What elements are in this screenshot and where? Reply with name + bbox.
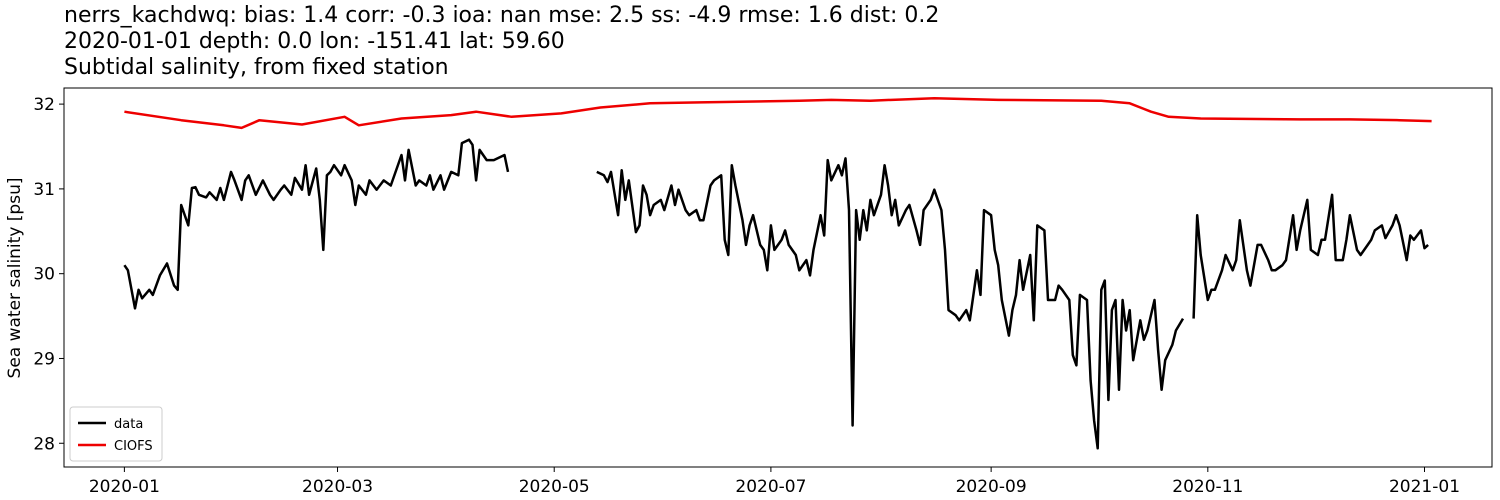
y-tick-label: 31 xyxy=(33,180,55,200)
x-tick-label: 2021-01 xyxy=(1389,477,1460,497)
series-line xyxy=(123,138,1429,450)
plot-frame xyxy=(63,87,1493,468)
chart-title: 2020-01-01 depth: 0.0 lon: -151.41 lat: … xyxy=(64,29,565,54)
y-axis-label: Sea water salinity [psu] xyxy=(5,178,25,379)
x-tick-label: 2020-03 xyxy=(302,477,373,497)
x-tick-label: 2020-07 xyxy=(735,477,806,497)
series-line xyxy=(124,96,1432,130)
y-tick-label: 29 xyxy=(33,349,55,369)
chart-title: nerrs_kachdwq: bias: 1.4 corr: -0.3 ioa:… xyxy=(64,3,939,28)
chart-title: Subtidal salinity, from fixed station xyxy=(64,55,449,80)
y-tick-label: 30 xyxy=(33,265,55,285)
legend-label: CIOFS xyxy=(114,439,153,454)
y-tick-label: 28 xyxy=(33,434,55,454)
x-tick-label: 2020-05 xyxy=(519,477,590,497)
legend-box xyxy=(69,406,163,462)
x-tick-label: 2020-09 xyxy=(956,477,1027,497)
x-tick-label: 2020-01 xyxy=(89,477,160,497)
x-tick-label: 2020-11 xyxy=(1172,477,1243,497)
legend-label: data xyxy=(114,417,143,432)
y-tick-label: 32 xyxy=(33,95,55,115)
